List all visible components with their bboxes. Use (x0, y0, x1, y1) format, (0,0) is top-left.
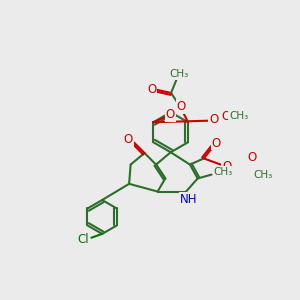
Text: O: O (147, 82, 157, 96)
Text: CH₃: CH₃ (253, 169, 272, 180)
Text: O: O (209, 113, 218, 126)
Text: NH: NH (180, 193, 197, 206)
Text: Cl: Cl (78, 233, 89, 246)
Text: CH₃: CH₃ (229, 111, 248, 121)
Text: O: O (166, 108, 175, 121)
Text: O: O (212, 136, 221, 149)
Text: CH₃: CH₃ (214, 167, 233, 177)
Text: O: O (124, 133, 133, 146)
Text: O: O (221, 110, 231, 123)
Text: O: O (222, 160, 232, 172)
Text: O: O (176, 100, 186, 112)
Text: CH₃: CH₃ (169, 69, 188, 79)
Text: O: O (248, 151, 257, 164)
